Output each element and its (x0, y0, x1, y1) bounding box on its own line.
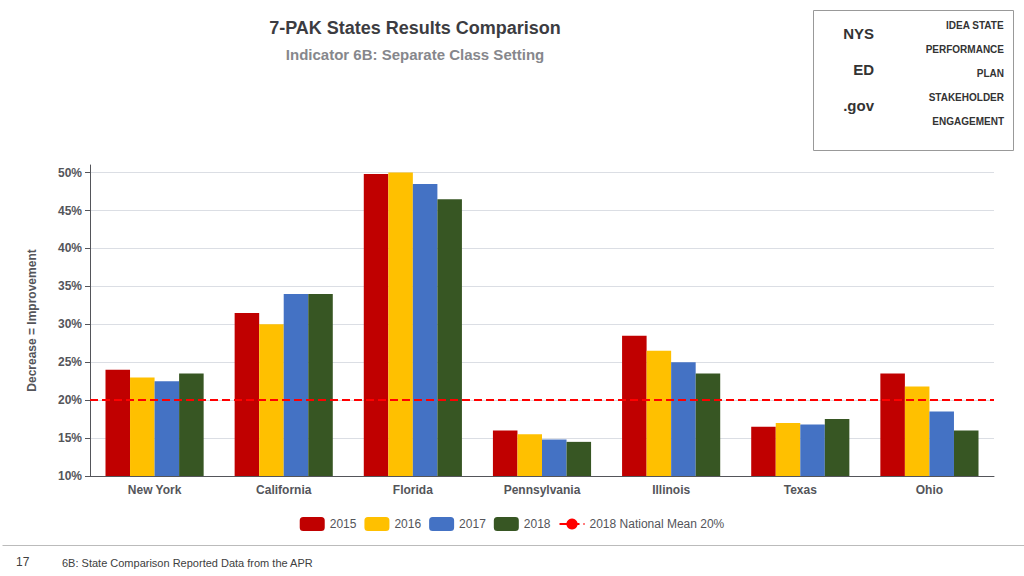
svg-text:Ohio: Ohio (916, 483, 943, 497)
svg-text:PLAN: PLAN (977, 68, 1004, 79)
svg-text:Illinois: Illinois (652, 483, 690, 497)
svg-text:7-PAK States Results Compariso: 7-PAK States Results Comparison (269, 18, 561, 38)
svg-text:ENGAGEMENT: ENGAGEMENT (932, 116, 1004, 127)
svg-text:50%: 50% (58, 166, 82, 180)
svg-text:2018: 2018 (524, 517, 551, 531)
svg-text:PERFORMANCE: PERFORMANCE (926, 44, 1005, 55)
svg-text:.gov: .gov (843, 97, 874, 114)
svg-text:IDEA STATE: IDEA STATE (946, 20, 1004, 31)
svg-text:2017: 2017 (459, 517, 486, 531)
svg-text:20%: 20% (58, 393, 82, 407)
svg-text:Decrease = Improvement: Decrease = Improvement (25, 249, 39, 391)
svg-text:30%: 30% (58, 317, 82, 331)
svg-text:Indicator 6B: Separate Class S: Indicator 6B: Separate Class Setting (286, 46, 544, 63)
svg-text:ED: ED (853, 61, 874, 78)
svg-text:Florida: Florida (393, 483, 433, 497)
svg-text:17: 17 (16, 555, 30, 569)
svg-text:2018 National Mean 20%: 2018 National Mean 20% (590, 517, 725, 531)
svg-text:6B: State Comparison Reported: 6B: State Comparison Reported Data from … (62, 557, 313, 569)
svg-text:2016: 2016 (394, 517, 421, 531)
svg-text:10%: 10% (58, 469, 82, 483)
svg-text:New York: New York (128, 483, 182, 497)
svg-text:40%: 40% (58, 241, 82, 255)
svg-text:STAKEHOLDER: STAKEHOLDER (929, 92, 1005, 103)
svg-text:45%: 45% (58, 204, 82, 218)
svg-text:2015: 2015 (330, 517, 357, 531)
svg-text:25%: 25% (58, 355, 82, 369)
svg-text:15%: 15% (58, 431, 82, 445)
svg-text:Pennsylvania: Pennsylvania (504, 483, 581, 497)
svg-text:NYS: NYS (843, 25, 874, 42)
svg-text:California: California (256, 483, 312, 497)
svg-text:35%: 35% (58, 279, 82, 293)
svg-text:Texas: Texas (784, 483, 817, 497)
